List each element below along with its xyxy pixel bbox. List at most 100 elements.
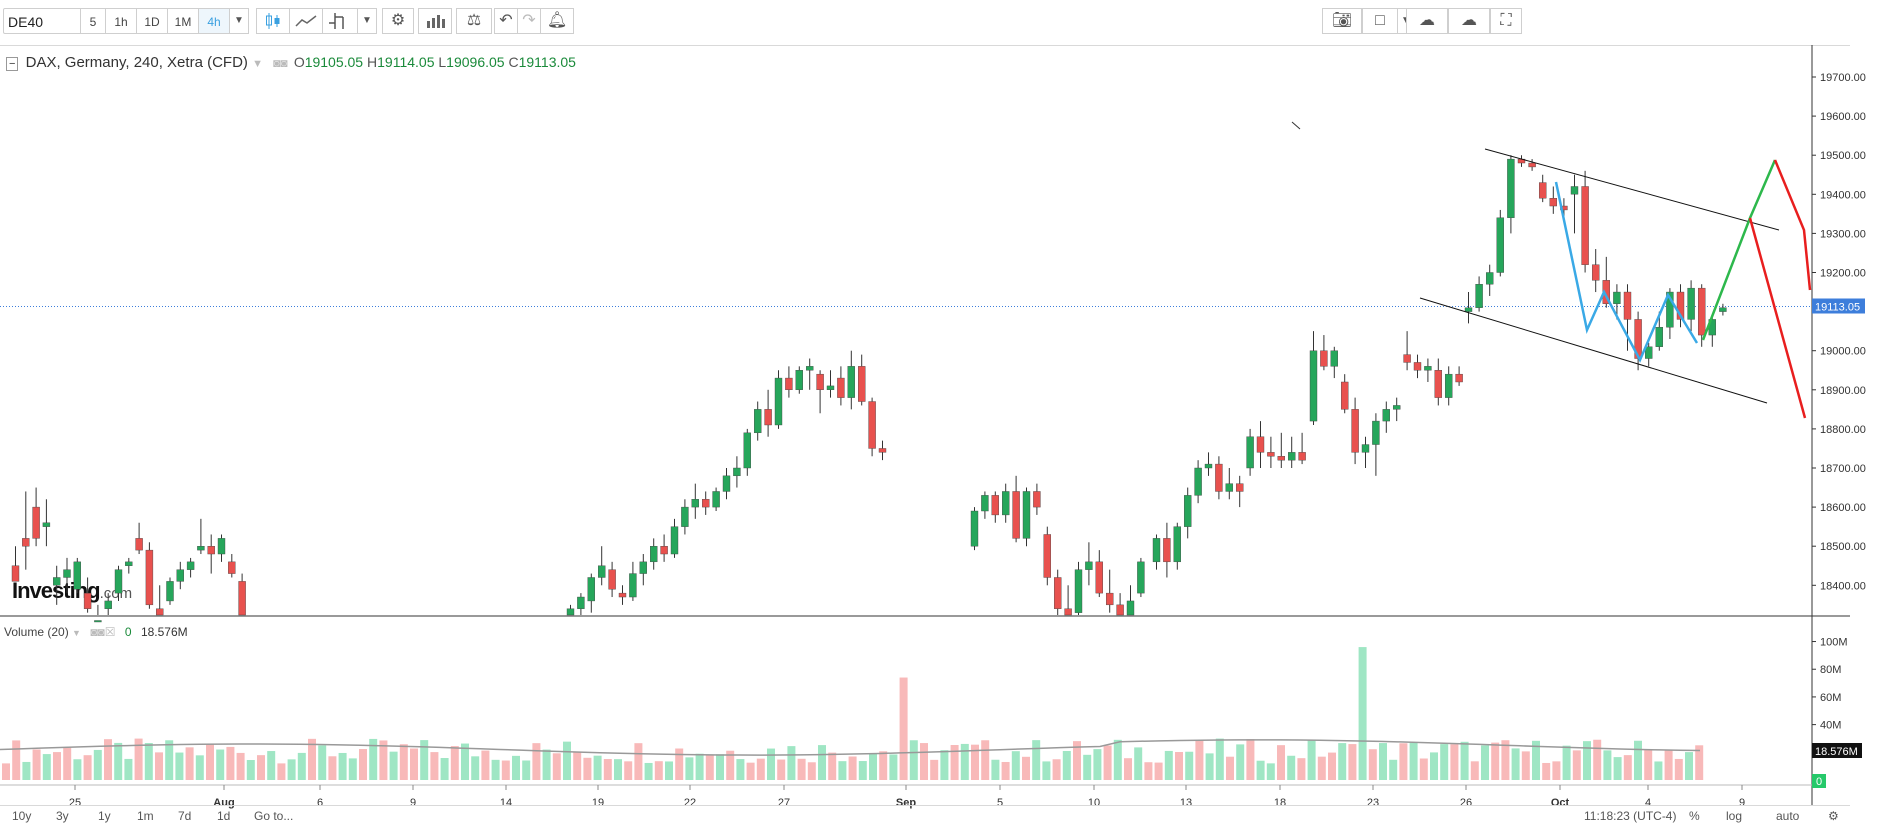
- candle-body: [795, 370, 803, 390]
- volume-bar: [1368, 749, 1377, 780]
- time-tick-label: Oct: [1551, 797, 1570, 809]
- candle-body: [1413, 362, 1422, 371]
- candles-button[interactable]: [256, 8, 290, 34]
- volume-bar: [1144, 762, 1153, 780]
- volume-menu-icon[interactable]: ▼: [72, 628, 81, 638]
- volume-zero-value: 0: [124, 625, 132, 639]
- indicators-button[interactable]: [322, 8, 358, 34]
- alert-button[interactable]: 🔔︎: [540, 8, 574, 34]
- candle-body: [691, 499, 699, 508]
- volume-settings-icon[interactable]: ◙◙☒: [90, 625, 116, 639]
- line-chart-button[interactable]: [289, 8, 323, 34]
- chevron-down-icon: ▼: [362, 15, 372, 26]
- volume-bar: [420, 740, 429, 780]
- last-price-label: 19113.05: [1815, 301, 1860, 313]
- volume-bar: [848, 756, 857, 780]
- compare-button[interactable]: ⚖: [456, 8, 492, 34]
- volume-bar: [246, 760, 255, 780]
- auto-toggle[interactable]: auto: [1776, 809, 1800, 823]
- range-1m[interactable]: 1m: [137, 809, 154, 823]
- cloud-save-button[interactable]: ☁: [1448, 8, 1490, 34]
- volume-bar: [1236, 744, 1245, 780]
- time-tick-label: Aug: [213, 797, 234, 809]
- candle-body: [858, 366, 866, 402]
- volume-bar: [869, 754, 877, 780]
- fullscreen-button[interactable]: ⛶: [1490, 8, 1522, 34]
- volume-bar: [430, 752, 439, 780]
- volume-name: Volume (20): [4, 625, 69, 639]
- log-toggle[interactable]: log: [1726, 809, 1743, 823]
- time-tick-label: 5: [997, 797, 1003, 809]
- timeframe-dropdown[interactable]: ▼: [229, 8, 249, 34]
- gear-icon[interactable]: ⚙: [1828, 809, 1839, 823]
- goto-button[interactable]: Go to...: [254, 809, 294, 823]
- volume-bar: [42, 754, 51, 780]
- time-tick-label: 4: [1645, 797, 1651, 809]
- candle-body: [806, 366, 814, 371]
- range-3y[interactable]: 3y: [56, 809, 69, 823]
- screenshot-button[interactable]: 📷︎: [1322, 8, 1362, 34]
- candle-body: [1298, 452, 1306, 461]
- price-tick-label: 19300.00: [1820, 228, 1866, 240]
- candle-body: [207, 546, 215, 555]
- volume-bar: [1603, 750, 1612, 780]
- volume-bar: [1215, 738, 1224, 780]
- cloud-load-button[interactable]: ☁: [1406, 8, 1448, 34]
- range-1y[interactable]: 1y: [98, 809, 111, 823]
- time-tick-label: 6: [317, 797, 323, 809]
- legend-settings-icon[interactable]: ◙◙: [273, 56, 288, 70]
- candle-body: [1235, 483, 1244, 492]
- volume-bar: [1644, 749, 1653, 780]
- volume-bar: [1297, 758, 1306, 780]
- volume-bar: [277, 763, 286, 780]
- candle-body: [754, 409, 762, 434]
- volume-bar: [165, 740, 174, 780]
- volume-bar: [93, 749, 102, 780]
- chevron-down-icon: ▼: [234, 15, 244, 26]
- legend-menu-icon[interactable]: ▼: [252, 58, 263, 70]
- volume-bar: [818, 745, 826, 780]
- timeframe-1h[interactable]: 1h: [105, 8, 137, 34]
- price-tick-label: 19500.00: [1820, 150, 1866, 162]
- volume-bar: [1399, 743, 1408, 780]
- candle-body: [1424, 366, 1432, 371]
- candle-body: [681, 506, 689, 527]
- range-7d[interactable]: 7d: [178, 809, 192, 823]
- volume-bar: [144, 743, 153, 780]
- candle-body: [53, 577, 61, 586]
- indicators-dropdown[interactable]: ▼: [357, 8, 377, 34]
- time-tick-label: 25: [69, 797, 81, 809]
- undo-button[interactable]: ↶: [494, 8, 518, 34]
- candle-body: [42, 522, 51, 527]
- settings-button[interactable]: ⚙: [382, 8, 414, 34]
- timeframe-1d[interactable]: 1D: [136, 8, 168, 34]
- projection-down-line: [1773, 159, 1812, 291]
- volume-bar: [83, 755, 92, 780]
- candle-body: [1002, 491, 1010, 516]
- price-tick-label: 19000.00: [1820, 346, 1866, 358]
- volume-bar: [654, 761, 663, 780]
- volume-bar: [1256, 760, 1265, 780]
- candle-body: [1340, 381, 1349, 410]
- volume-bar: [1266, 763, 1275, 780]
- candle-body: [1434, 370, 1443, 398]
- timeframe-1m[interactable]: 1M: [167, 8, 199, 34]
- volume-bar: [1317, 756, 1326, 780]
- time-tick-label: 13: [1180, 797, 1192, 809]
- volume-bar: [1185, 751, 1194, 780]
- price-tick-label: 19600.00: [1820, 111, 1866, 123]
- volume-bar: [318, 745, 327, 780]
- volume-bar: [695, 753, 704, 780]
- range-1d[interactable]: 1d: [217, 809, 231, 823]
- range-10y[interactable]: 10y: [12, 809, 32, 823]
- bar-chart-button[interactable]: [418, 8, 452, 34]
- time-tick-label: 23: [1367, 797, 1379, 809]
- bottom-bar: 10y 3y 1y 1m 7d 1d Go to... 11:18:23 (UT…: [0, 805, 1850, 826]
- percent-toggle[interactable]: %: [1689, 809, 1700, 823]
- volume-bar: [624, 761, 633, 780]
- volume-bar: [1562, 745, 1571, 780]
- volume-bar: [532, 743, 541, 780]
- legend-collapse-icon[interactable]: −: [6, 57, 19, 71]
- candle-body: [1644, 346, 1653, 359]
